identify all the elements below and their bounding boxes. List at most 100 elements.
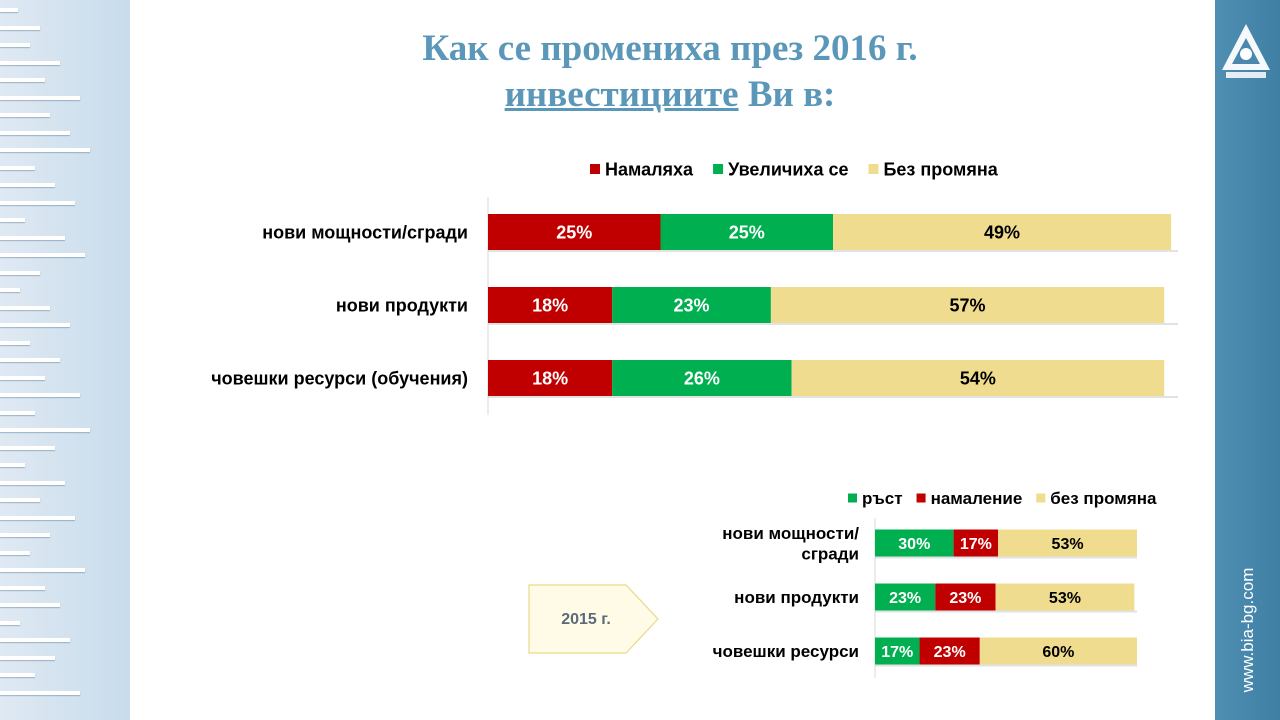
bar-segment <box>833 214 1172 250</box>
bar-segment <box>875 637 920 665</box>
bar-segment <box>979 637 1137 665</box>
decor-stripe <box>0 165 35 170</box>
bar-segment <box>998 529 1137 557</box>
bar-segment <box>488 214 661 250</box>
legend-swatch-1 <box>713 164 724 174</box>
decor-stripe <box>0 340 30 345</box>
bar-value-label: 23% <box>889 590 921 607</box>
decor-stripe <box>0 515 75 520</box>
title-line-2: инвестициите Ви в: <box>300 72 1040 118</box>
bar-value-label: 60% <box>1042 644 1074 661</box>
legend-swatch-0 <box>848 493 857 503</box>
bar-value-label: 18% <box>532 295 568 315</box>
decor-stripe <box>0 218 25 222</box>
legend-label-2: без промяна <box>1050 489 1157 508</box>
bar-shadow <box>875 556 1137 559</box>
decor-stripe <box>0 113 50 117</box>
decor-stripe <box>0 480 65 485</box>
bar-segment <box>919 637 980 665</box>
decor-stripe <box>0 270 40 275</box>
bar-value-label: 49% <box>984 222 1020 242</box>
decor-stripe <box>0 393 80 397</box>
decor-stripe <box>0 428 90 432</box>
category-label: нови мощности/ <box>722 524 859 543</box>
bar-value-label: 23% <box>934 644 966 661</box>
bar-shadow <box>488 396 1178 398</box>
legend-swatch-2 <box>868 164 879 174</box>
bar-value-label: 26% <box>684 368 720 388</box>
bia-logo-icon <box>1222 24 1270 78</box>
decor-stripe <box>0 8 18 12</box>
category-label: нови продукти <box>734 588 859 607</box>
bar-segment <box>660 214 833 250</box>
decor-stripe <box>0 43 30 47</box>
bar-value-label: 23% <box>674 295 710 315</box>
bar-segment <box>953 529 999 557</box>
decor-stripe <box>0 585 45 590</box>
decor-stripe <box>0 95 80 100</box>
bar-shadow <box>488 323 1178 325</box>
decor-stripe <box>0 305 50 310</box>
bar-shadow <box>875 664 1137 667</box>
decor-stripe <box>0 148 90 152</box>
decor-stripe <box>0 533 50 537</box>
legend-label-2: Без промяна <box>883 159 998 179</box>
legend-label-1: Увеличиха се <box>728 159 848 179</box>
bar-shadow <box>488 250 1178 252</box>
year-2015-badge: 2015 г. <box>528 584 659 654</box>
decor-stripe <box>0 130 70 135</box>
bar-value-label: 53% <box>1049 590 1081 607</box>
legend-label-0: ръст <box>862 489 903 508</box>
decor-stripe <box>0 25 40 30</box>
bar-shadow <box>875 610 1137 613</box>
decor-stripe <box>0 60 60 65</box>
bar-value-label: 25% <box>729 222 765 242</box>
main-chart: Намаляха Увеличиха се Без промяна нови мощн… <box>211 159 1178 415</box>
decor-stripe <box>0 568 85 572</box>
title-line-1: Как се промениха през 2016 г. <box>422 28 918 69</box>
decor-stripe <box>0 550 30 555</box>
bar-value-label: 23% <box>949 590 981 607</box>
decor-stripe <box>0 183 55 187</box>
title-line-2-rest: Ви в: <box>738 74 836 115</box>
category-label: човешки ресурси (обучения) <box>211 368 468 388</box>
decor-stripe <box>0 620 20 625</box>
legend-label-0: Намаляха <box>605 159 694 179</box>
decor-stripe <box>0 358 60 362</box>
bar-segment <box>612 360 792 396</box>
bar-segment <box>875 529 954 557</box>
category-label: нови продукти <box>336 295 468 315</box>
site-url-text[interactable]: www.bia-bg.com <box>1238 567 1257 693</box>
decor-stripe <box>0 690 80 695</box>
bar-value-label: 17% <box>881 644 913 661</box>
bar-segment <box>935 583 996 611</box>
bar-segment <box>612 287 771 323</box>
chart-2015: ръст намаление без промяна нови мощности/сг… <box>713 489 1157 678</box>
bar-segment <box>875 583 936 611</box>
page-title: Как се промениха през 2016 г. инвестиции… <box>300 26 1040 118</box>
decor-stripe <box>0 655 55 660</box>
decor-stripe <box>0 463 25 467</box>
decor-stripe <box>0 78 45 82</box>
bar-value-label: 25% <box>556 222 592 242</box>
decor-stripe <box>0 445 55 450</box>
decor-stripe <box>0 410 35 415</box>
decor-stripe <box>0 498 40 502</box>
decor-stripe <box>0 603 60 607</box>
decor-stripe <box>0 375 45 380</box>
left-decoration <box>0 0 130 720</box>
category-label: сгради <box>801 544 859 563</box>
bar-value-label: 53% <box>1052 536 1084 553</box>
bar-segment <box>488 287 613 323</box>
category-label: човешки ресурси <box>713 642 859 661</box>
bar-segment <box>770 287 1165 323</box>
bar-value-label: 17% <box>960 536 992 553</box>
decor-stripe <box>0 235 65 240</box>
bar-value-label: 54% <box>960 368 996 388</box>
bar-value-label: 30% <box>898 536 930 553</box>
category-label: нови мощности/сгради <box>262 222 468 242</box>
legend-swatch-0 <box>590 164 600 174</box>
decor-stripe <box>0 253 85 257</box>
legend-swatch-1 <box>916 493 926 503</box>
right-sidebar <box>1215 0 1280 720</box>
